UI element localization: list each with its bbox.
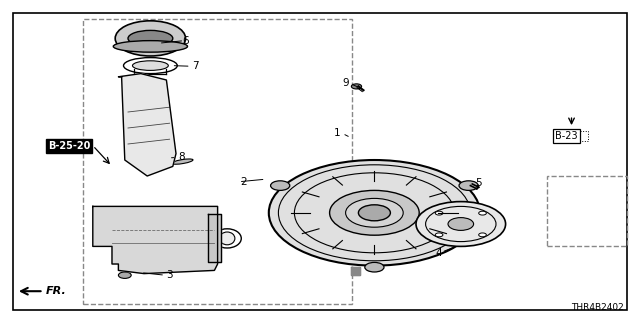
Polygon shape [118,74,176,176]
Text: B-25-20: B-25-20 [48,140,90,151]
Polygon shape [93,206,218,274]
Text: THR4B2402: THR4B2402 [572,303,624,312]
Ellipse shape [132,61,168,70]
Circle shape [346,198,403,227]
Circle shape [459,181,478,190]
Circle shape [479,211,486,215]
Circle shape [358,205,390,221]
Circle shape [271,181,290,190]
Text: 9: 9 [342,78,349,88]
Circle shape [435,233,443,237]
Circle shape [118,272,131,278]
Text: 6: 6 [182,36,189,46]
Bar [547,176,627,246]
Circle shape [142,154,159,163]
Text: 2: 2 [240,177,246,187]
Circle shape [155,156,172,164]
Text: 1: 1 [334,128,340,139]
Circle shape [416,202,506,246]
Circle shape [269,160,480,266]
Polygon shape [351,267,360,275]
Circle shape [435,211,443,215]
Circle shape [365,262,384,272]
Circle shape [568,134,575,138]
Text: 3: 3 [166,270,173,280]
Ellipse shape [115,21,186,56]
Bar [83,19,352,304]
Bar [556,131,588,141]
Text: 7: 7 [192,61,198,71]
Text: 4: 4 [435,248,442,258]
Ellipse shape [172,159,193,164]
Text: 5: 5 [476,178,482,188]
Circle shape [448,218,474,230]
Ellipse shape [128,30,173,46]
Ellipse shape [220,232,235,245]
Polygon shape [208,214,221,262]
Text: FR.: FR. [46,286,67,296]
Text: B-23: B-23 [555,131,578,141]
Ellipse shape [113,41,188,52]
Text: 8: 8 [178,152,184,163]
Circle shape [351,84,362,89]
Circle shape [479,233,486,237]
Circle shape [330,190,419,235]
